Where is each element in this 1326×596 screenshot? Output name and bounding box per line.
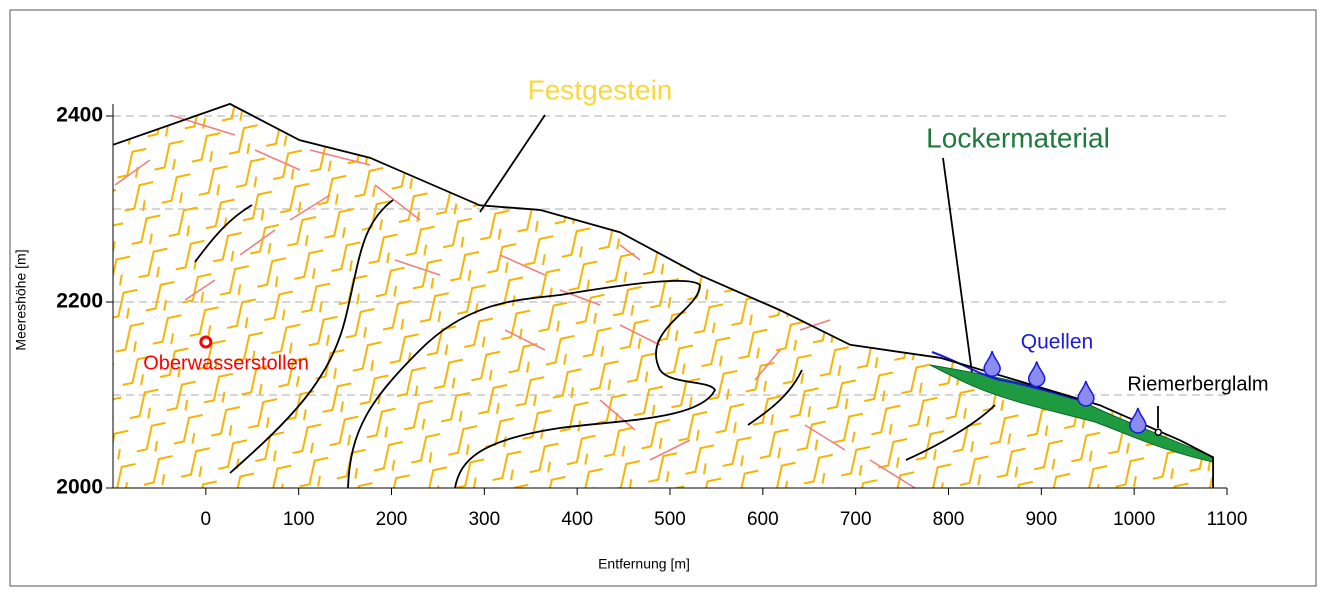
plot: 0 100 200 300 400 500 600 700 800 900 1000 1100 2000…	[56, 102, 1248, 530]
x-tick-label: 1100	[1207, 509, 1248, 530]
x-axis-title: Entfernung [m]	[598, 556, 690, 572]
y-axis-title: Meereshöhe [m]	[13, 249, 29, 350]
x-tick-label: 0	[201, 509, 212, 530]
rock-fill	[113, 103, 1214, 488]
x-tick-label: 400	[561, 509, 593, 530]
x-tick-label: 1000	[1113, 509, 1155, 530]
x-tick-label: 800	[933, 509, 965, 530]
x-tick-label: 500	[654, 509, 686, 530]
spring	[983, 351, 1001, 378]
x-tick-label: 900	[1025, 509, 1057, 530]
y-tick-label: 2400	[56, 104, 103, 127]
spring	[1077, 380, 1095, 407]
x-tick-label: 200	[376, 509, 408, 530]
annotation: Festgestein	[528, 74, 673, 105]
stollen-marker	[199, 335, 213, 349]
y-tick-label: 2000	[56, 476, 103, 499]
boundaries	[194, 114, 1159, 489]
x-tick-label: 600	[747, 509, 779, 530]
annotation: Riemerberglalm	[1127, 373, 1268, 395]
x-tick-label: 300	[468, 509, 500, 530]
x-tick-label: 100	[283, 509, 315, 530]
spring	[1027, 361, 1046, 388]
annotation: Lockermaterial	[926, 122, 1110, 153]
fractures	[114, 114, 916, 489]
y-tick-label: 2200	[56, 290, 103, 313]
annotation: Oberwasserstollen	[143, 352, 309, 374]
rock-area	[113, 103, 1214, 488]
x-tick-label: 700	[840, 509, 872, 530]
alm-marker	[1154, 428, 1163, 436]
spring	[1129, 407, 1147, 434]
frame	[9, 9, 1317, 587]
annotation: Quellen	[1021, 331, 1093, 354]
